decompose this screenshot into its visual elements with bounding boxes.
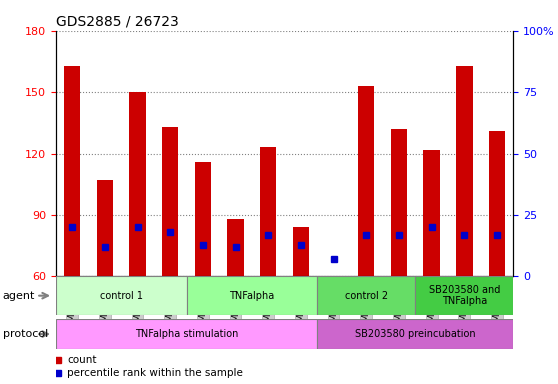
Bar [318, 276, 415, 315]
Text: TNFalpha stimulation: TNFalpha stimulation [135, 329, 238, 339]
Bar [260, 147, 276, 276]
Text: percentile rank within the sample: percentile rank within the sample [68, 368, 243, 379]
Text: SB203580 and
TNFalpha: SB203580 and TNFalpha [429, 285, 500, 306]
Text: count: count [68, 355, 97, 365]
Bar [162, 127, 179, 276]
Text: control 2: control 2 [345, 291, 388, 301]
Text: protocol: protocol [3, 329, 48, 339]
Bar [186, 276, 318, 315]
Bar [424, 149, 440, 276]
Text: GDS2885 / 26723: GDS2885 / 26723 [56, 14, 179, 28]
Bar [129, 92, 146, 276]
Bar [228, 219, 244, 276]
Bar [195, 162, 211, 276]
Text: SB203580 preincubation: SB203580 preincubation [355, 329, 475, 339]
Text: TNFalpha: TNFalpha [229, 291, 275, 301]
Bar [391, 129, 407, 276]
Bar [97, 180, 113, 276]
Bar [293, 227, 309, 276]
Bar [358, 86, 374, 276]
Bar [56, 276, 186, 315]
Bar [64, 66, 80, 276]
Bar [56, 319, 318, 349]
Bar [318, 319, 513, 349]
Text: control 1: control 1 [100, 291, 143, 301]
Bar [489, 131, 505, 276]
Bar [415, 276, 513, 315]
Bar [456, 66, 473, 276]
Text: agent: agent [3, 291, 35, 301]
Bar [325, 276, 341, 278]
